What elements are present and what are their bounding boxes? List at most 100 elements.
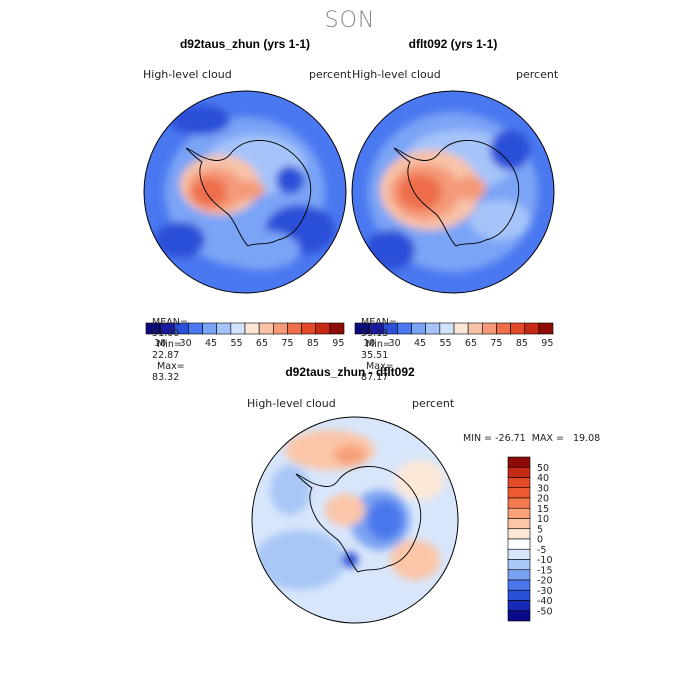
colorbar-2-tick-label: 55: [439, 338, 451, 349]
colorbar-2-tick-label: 45: [414, 338, 426, 349]
colorbar-1-swatch: [202, 322, 218, 335]
panel-2-max-label: Max=: [366, 361, 394, 372]
colorbar-1-tick-label: 85: [307, 338, 319, 349]
colorbar-1-swatch: [258, 322, 274, 335]
map-panel-1: [143, 90, 347, 294]
colorbar-panel-1: 10 30 45 55 65 75 85 95: [145, 322, 345, 349]
colorbar-diff-tick-label: -10: [537, 555, 553, 566]
colorbar-2-tick-label: 65: [465, 338, 477, 349]
colorbar-diff-swatch: [507, 528, 531, 540]
colorbar-diff-tick-label: -50: [537, 606, 553, 617]
colorbar-diff-swatch: [507, 579, 531, 591]
colorbar-2-swatch: [411, 322, 427, 335]
colorbar-1-tick-label: 75: [281, 338, 293, 349]
colorbar-diff-tick-label: 40: [537, 473, 549, 484]
panel-2-mean-value: 53.13: [361, 328, 389, 339]
antarctica-coastline-2: [393, 140, 520, 247]
colorbar-diff-swatch: [507, 600, 531, 612]
colorbar-diff-swatch: [507, 610, 531, 622]
colorbar-1-swatch: [230, 322, 246, 335]
colorbar-1-swatch: [216, 322, 232, 335]
colorbar-1-swatch: [188, 322, 203, 335]
colorbar-1-tick-label: 65: [256, 338, 268, 349]
map-panel-2: [351, 90, 555, 294]
colorbar-2-swatch: [510, 322, 526, 335]
colorbar-diff-swatch: [507, 456, 531, 468]
colorbar-diff-swatch: [507, 507, 531, 519]
panel-1-mean-value: 51.00: [152, 328, 180, 339]
panel-1-max-label: Max=: [157, 361, 185, 372]
colorbar-diff-swatch: [507, 569, 531, 581]
colorbar-diff-swatch: [507, 518, 531, 530]
colorbar-2-swatch: [453, 322, 469, 335]
colorbar-diff-swatch: [507, 559, 531, 571]
diff-panel-units-label: percent: [412, 397, 455, 410]
colorbar-1-tick-label: 30: [180, 338, 192, 349]
colorbar-diff-tick-label: 20: [537, 494, 549, 505]
colorbar-diff-swatch: [507, 487, 531, 499]
colorbar-diff-tick-label: 5: [537, 524, 543, 535]
panel-1-title: d92taus_zhun (yrs 1-1): [179, 37, 311, 51]
colorbar-2-tick-label: 85: [516, 338, 528, 349]
colorbar-1-swatch: [301, 322, 317, 335]
colorbar-2-swatch: [481, 322, 497, 335]
colorbar-2-tick-label: 30: [389, 338, 401, 349]
season-title: SON: [324, 8, 376, 33]
colorbar-1-tick-label: 10: [154, 338, 166, 349]
panel-2-variable-label: High-level cloud: [352, 68, 441, 81]
colorbar-2-swatch: [397, 322, 412, 335]
colorbar-diff-tick-label: 30: [537, 483, 549, 494]
colorbar-diff-swatch: [507, 538, 531, 550]
panel-1-units-label: percent: [309, 68, 352, 81]
colorbar-diff-tick-label: 50: [537, 463, 549, 474]
panel-2-mean-label: MEAN=: [361, 317, 397, 328]
panel-1-mean-label: MEAN=: [152, 317, 188, 328]
colorbar-2-swatch: [467, 322, 483, 335]
colorbar-diff-tick-label: -40: [537, 596, 553, 607]
diff-panel-variable-label: High-level cloud: [247, 397, 336, 410]
colorbar-diff-swatch: [507, 477, 531, 489]
antarctica-coastline-diff: [295, 466, 422, 573]
panel-1-max-value: 83.32: [152, 372, 180, 383]
colorbar-1-swatch: [329, 322, 345, 335]
colorbar-diff-swatch: [507, 548, 531, 560]
colorbar-2-swatch: [439, 322, 455, 335]
diff-minmax-text: MIN = -26.71 MAX = 19.08: [463, 433, 601, 444]
panel-2-min-value: 35.51: [361, 350, 389, 361]
colorbar-diff-tick-label: 0: [537, 535, 543, 546]
colorbar-diff-swatch: [507, 497, 531, 509]
colorbar-2-tick-label: 10: [363, 338, 375, 349]
colorbar-diff-swatch: [507, 466, 531, 478]
colorbar-diff-tick-label: -5: [537, 545, 546, 556]
colorbar-diff-tick-label: -15: [537, 565, 553, 576]
colorbar-2-swatch: [496, 322, 511, 335]
colorbar-2-tick-label: 95: [541, 338, 553, 349]
colorbar-diff-tick-label: -20: [537, 576, 553, 587]
colorbar-1-tick-label: 95: [332, 338, 344, 349]
panel-1-min-value: 22.87: [152, 350, 180, 361]
colorbar-diff-swatch: [507, 589, 531, 601]
colorbar-1-tick-label: 45: [205, 338, 217, 349]
colorbar-1-swatch: [244, 322, 260, 335]
diff-panel-title: d92taus_zhun - dflt092: [285, 365, 415, 379]
colorbar-1-swatch: [287, 322, 302, 335]
panel-2-units-label: percent: [516, 68, 559, 81]
colorbar-panel-2: 10 30 45 55 65 75 85 95: [354, 322, 553, 349]
colorbar-diff-tick-label: 15: [537, 504, 549, 515]
colorbar-1-tick-label: 55: [230, 338, 242, 349]
panel-1-variable-label: High-level cloud: [143, 68, 232, 81]
colorbar-diff-tick-label: 10: [537, 514, 549, 525]
panel-2-title: dflt092 (yrs 1-1): [408, 37, 498, 51]
colorbar-1-swatch: [315, 322, 331, 335]
colorbar-1-swatch: [272, 322, 288, 335]
panel-2-max-value: 87.17: [361, 372, 389, 383]
panel-1-min-label: Min=: [157, 339, 182, 350]
antarctica-coastline-1: [185, 140, 312, 247]
colorbar-2-tick-label: 75: [490, 338, 502, 349]
map-panel-diff: [251, 416, 459, 624]
colorbar-2-swatch: [524, 322, 540, 335]
colorbar-2-swatch: [425, 322, 441, 335]
colorbar-diff-tick-label: -30: [537, 586, 553, 597]
